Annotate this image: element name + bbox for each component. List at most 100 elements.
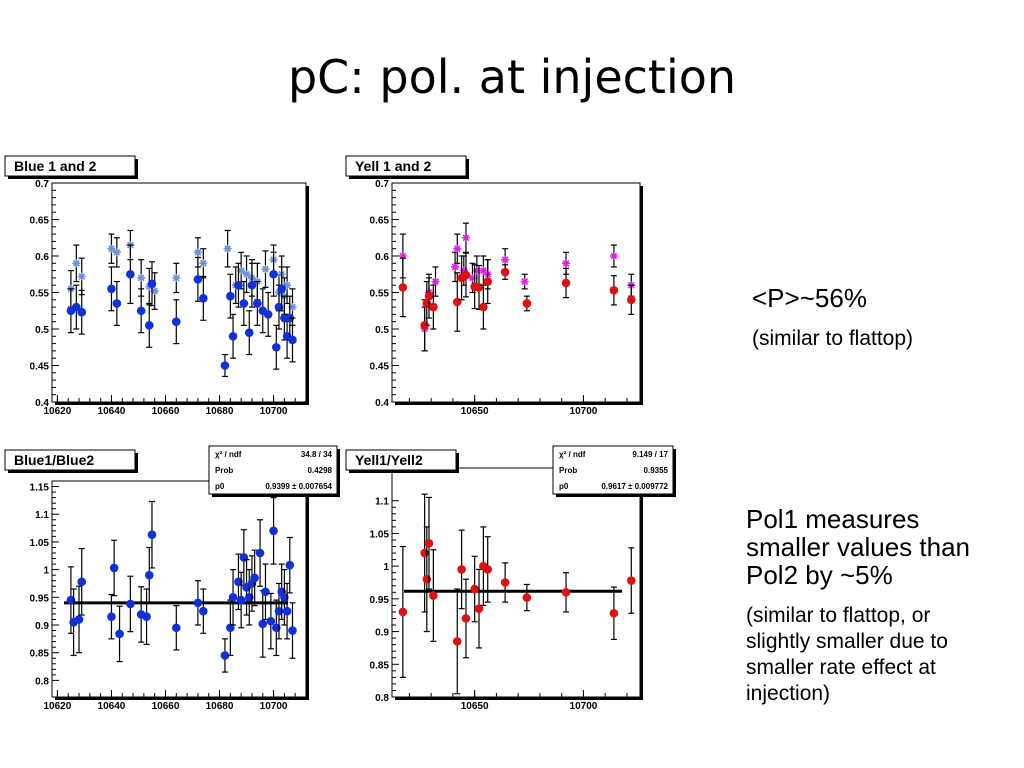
- y-tick-label: 0.65: [30, 216, 50, 227]
- data-point: [422, 574, 432, 584]
- y-tick-label: 0.5: [35, 325, 49, 336]
- data-point-star: [468, 273, 477, 282]
- data-point: [398, 607, 408, 617]
- y-tick-label: 0.45: [30, 362, 50, 373]
- data-point: [561, 588, 571, 597]
- x-tick-label: 10660: [152, 701, 180, 712]
- data-point-star: [461, 233, 470, 242]
- stats-value: 0.4298: [308, 466, 333, 475]
- stats-value: 0.9617 ± 0.009772: [601, 482, 668, 491]
- data-point: [228, 593, 238, 602]
- data-point: [626, 295, 636, 305]
- data-point: [193, 275, 203, 284]
- data-point-star: [137, 273, 146, 282]
- data-point-star: [242, 270, 251, 279]
- chart-yell-1-and-2-svg: Yell 1 and 2 0.4 0.45 0.5 0.55 0.6 0.65 0.7 1065…: [345, 155, 643, 417]
- data-point-star: [472, 266, 481, 275]
- data-point-star: [398, 252, 407, 260]
- data-point: [258, 619, 268, 629]
- y-tick-label: 0.85: [370, 660, 390, 671]
- y-tick-label: 0.95: [370, 595, 390, 606]
- stats-value: 9.149 / 17: [632, 450, 668, 459]
- stats-value: 0.9399 ± 0.007654: [265, 482, 332, 491]
- data-point-star: [451, 262, 460, 271]
- y-tick-label: 0.8: [35, 676, 49, 687]
- data-point-star: [107, 244, 116, 253]
- data-point-star: [237, 266, 246, 275]
- data-point: [277, 284, 286, 294]
- x-tick-label: 10700: [570, 406, 598, 417]
- stats-label: p0: [215, 482, 225, 491]
- x-tick-label: 10640: [98, 701, 126, 712]
- stats-label: Prob: [559, 466, 577, 475]
- data-point-star: [609, 252, 618, 260]
- data-point: [288, 335, 297, 345]
- y-tick-label: 0.5: [375, 325, 389, 336]
- data-point: [126, 599, 135, 609]
- data-point: [144, 321, 154, 330]
- data-point: [77, 577, 87, 587]
- data-point: [193, 598, 203, 608]
- data-point-star: [431, 277, 440, 286]
- data-point: [255, 548, 265, 558]
- data-point-star: [223, 244, 232, 253]
- data-point-star: [112, 248, 121, 257]
- data-point: [461, 270, 471, 280]
- data-point: [112, 299, 122, 308]
- data-point: [72, 302, 81, 312]
- data-point: [271, 342, 281, 352]
- data-point: [126, 269, 135, 279]
- chart-blue-1-and-2-svg: Blue 1 and 2 0.4 0.45 0.5 0.55 0.6 0.65 0.7 1062…: [4, 155, 309, 417]
- x-tick-label: 10660: [152, 406, 180, 417]
- note-average-polarization: <P>~56%: [752, 283, 867, 313]
- data-point: [226, 623, 235, 633]
- y-tick-label: 1: [383, 562, 389, 573]
- title-tag: [345, 155, 467, 177]
- y-tick-label: 1.1: [375, 497, 389, 508]
- chart-blue1-blue2-svg: Blue1/Blue2 0.8 0.85 0.9 0.95 1 1.05 1.1 1.15 106…: [4, 445, 340, 712]
- y-tick-label: 0.55: [370, 289, 390, 300]
- y-tick-label: 0.65: [370, 216, 390, 227]
- stats-box: [552, 445, 674, 495]
- data-point-star: [520, 277, 529, 286]
- stats-label: χ² / ndf: [559, 450, 586, 459]
- y-tick-label: 0.4: [375, 398, 389, 409]
- data-point: [228, 332, 238, 341]
- chart-blue1-blue2: Blue1/Blue2 0.8 0.85 0.9 0.95 1 1.05 1.1 1.15 106…: [0, 445, 345, 716]
- note-average-polarization-detail: (similar to flattop): [752, 327, 914, 350]
- data-point: [609, 286, 619, 295]
- y-tick-label: 0.55: [30, 289, 50, 300]
- data-point: [282, 606, 292, 616]
- data-point: [199, 606, 208, 616]
- chart-title: Blue1/Blue2: [14, 452, 94, 468]
- x-tick-label: 10700: [260, 406, 288, 417]
- x-tick-label: 10620: [43, 406, 71, 417]
- data-point: [474, 604, 484, 613]
- chart-title: Yell1/Yell2: [355, 452, 423, 468]
- data-point-star: [288, 303, 297, 312]
- y-tick-label: 0.45: [370, 362, 390, 373]
- stats-value: 34.8 / 34: [301, 450, 333, 459]
- stats-box: [208, 445, 338, 495]
- data-point-star: [72, 259, 81, 268]
- y-tick-label: 1.05: [30, 538, 50, 549]
- data-point-star: [459, 266, 468, 275]
- y-tick-label: 1: [43, 566, 49, 577]
- data-point: [424, 291, 434, 301]
- data-point: [220, 651, 230, 660]
- slide-title: pC: pol. at injection: [287, 50, 737, 104]
- stats-label: Prob: [215, 466, 233, 475]
- x-tick-label: 10680: [206, 701, 234, 712]
- data-point: [250, 573, 259, 583]
- note-pol1-vs-pol2: Pol1 measures smaller values than Pol2 b…: [746, 504, 970, 590]
- stats-label: χ² / ndf: [215, 450, 242, 459]
- note-pol1-vs-pol2-detail: (similar to flattop, or slightly smaller…: [746, 604, 948, 705]
- data-point: [147, 279, 157, 289]
- data-point: [239, 299, 249, 308]
- data-point: [115, 629, 124, 639]
- data-point: [199, 294, 208, 303]
- x-tick-label: 10680: [206, 406, 234, 417]
- title-tag: [345, 449, 457, 471]
- y-tick-label: 1.1: [35, 510, 49, 521]
- data-point: [626, 576, 636, 585]
